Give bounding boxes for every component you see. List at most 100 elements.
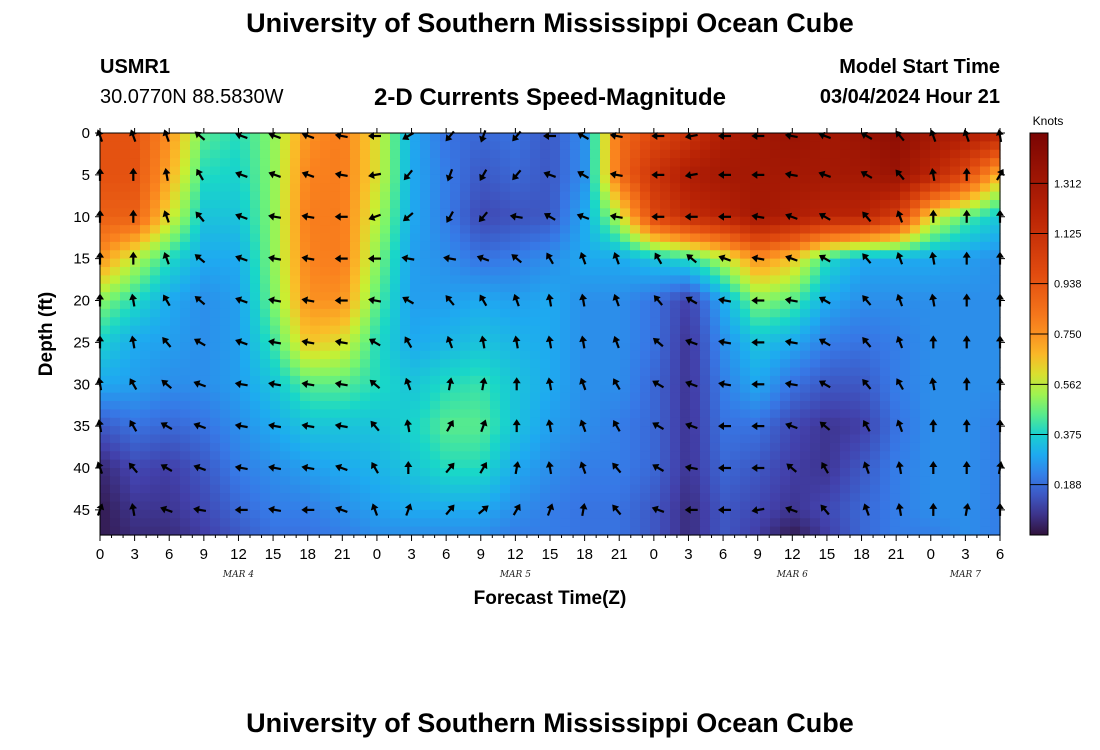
- heatmap-cell: [270, 442, 281, 452]
- heatmap-cell: [970, 334, 981, 343]
- heatmap-cell: [990, 225, 1001, 235]
- current-arrow: [404, 419, 413, 433]
- heatmap-cell: [360, 225, 371, 235]
- heatmap-cell: [380, 233, 391, 243]
- heatmap-cell: [980, 166, 991, 176]
- heatmap-cell: [300, 317, 311, 327]
- heatmap-cell: [440, 233, 451, 243]
- heatmap-cell: [190, 484, 201, 494]
- heatmap-cell: [650, 384, 661, 394]
- heatmap-cell: [450, 141, 461, 151]
- heatmap-cell: [270, 468, 281, 477]
- current-arrow: [895, 461, 904, 475]
- heatmap-cell: [870, 208, 881, 218]
- heatmap-cell: [110, 509, 121, 519]
- heatmap-cell: [640, 300, 651, 310]
- heatmap-cell: [600, 158, 611, 168]
- heatmap-cell: [460, 417, 471, 427]
- heatmap-cell: [760, 384, 771, 394]
- heatmap-cell: [540, 468, 551, 477]
- heatmap-cell: [270, 225, 281, 235]
- heatmap-cell: [870, 149, 881, 159]
- heatmap-cell: [460, 283, 471, 293]
- heatmap-cell: [180, 208, 191, 218]
- heatmap-cell: [960, 384, 971, 394]
- heatmap-cell: [500, 241, 511, 251]
- heatmap-cell: [770, 384, 781, 394]
- heatmap-cell: [780, 141, 791, 151]
- heatmap-cell: [320, 426, 331, 436]
- heatmap-cell: [860, 384, 871, 394]
- heatmap-cell: [600, 401, 611, 410]
- heatmap-cell: [870, 317, 881, 327]
- heatmap-cell: [610, 409, 621, 419]
- heatmap-cell: [660, 225, 671, 235]
- heatmap-cell: [680, 325, 691, 335]
- heatmap-cell: [310, 375, 321, 385]
- heatmap-cell: [220, 325, 231, 335]
- heatmap-cell: [380, 308, 391, 318]
- heatmap-cell: [440, 225, 451, 235]
- heatmap-cell: [530, 174, 541, 184]
- heatmap-cell: [870, 258, 881, 268]
- heatmap-cell: [780, 509, 791, 519]
- heatmap-cell: [920, 183, 931, 193]
- heatmap-cell: [720, 367, 731, 377]
- heatmap-cell: [810, 133, 821, 142]
- heatmap-cell: [520, 342, 531, 352]
- heatmap-cell: [420, 359, 431, 369]
- heatmap-cell: [160, 308, 171, 318]
- heatmap-cell: [620, 426, 631, 436]
- current-arrow: [334, 296, 348, 305]
- x-tick-label: 12: [784, 546, 801, 563]
- heatmap-cell: [490, 174, 501, 184]
- current-arrow: [751, 506, 765, 515]
- heatmap-cell: [410, 174, 421, 184]
- heatmap-cell: [700, 434, 711, 444]
- heatmap-cell: [530, 493, 541, 503]
- heatmap-cell: [490, 166, 501, 176]
- heatmap-cell: [900, 208, 911, 218]
- heatmap-cell: [950, 133, 961, 142]
- heatmap-cell: [150, 468, 161, 477]
- heatmap-cell: [260, 375, 271, 385]
- heatmap-cell: [920, 501, 931, 511]
- heatmap-cell: [910, 468, 921, 477]
- heatmap-cell: [560, 325, 571, 335]
- heatmap-cell: [250, 292, 261, 302]
- heatmap-cell: [860, 174, 871, 184]
- heatmap-cell: [880, 250, 891, 260]
- heatmap-cell: [930, 191, 941, 201]
- heatmap-cell: [480, 350, 491, 360]
- heatmap-cell: [120, 459, 131, 469]
- heatmap-cell: [420, 484, 431, 494]
- heatmap-cell: [530, 166, 541, 176]
- heatmap-cell: [540, 350, 551, 360]
- heatmap-cell: [610, 166, 621, 176]
- heatmap-cell: [570, 417, 581, 427]
- heatmap-cell: [660, 233, 671, 243]
- heatmap-cell: [970, 484, 981, 494]
- heatmap-cell: [990, 493, 1001, 503]
- heatmap-cell: [840, 158, 851, 168]
- heatmap-cell: [850, 317, 861, 327]
- heatmap-cell: [790, 459, 801, 469]
- heatmap-cell: [250, 367, 261, 377]
- heatmap-cell: [700, 258, 711, 268]
- heatmap-cell: [340, 359, 351, 369]
- heatmap-cell: [540, 451, 551, 461]
- heatmap-cell: [830, 292, 841, 302]
- heatmap-cell: [590, 241, 601, 251]
- heatmap-cell: [640, 426, 651, 436]
- current-arrow: [929, 251, 938, 265]
- heatmap-cell: [170, 518, 181, 528]
- heatmap-cell: [960, 191, 971, 201]
- heatmap-cell: [870, 367, 881, 377]
- heatmap-cell: [560, 468, 571, 477]
- heatmap-cell: [710, 133, 721, 142]
- heatmap-cell: [820, 216, 831, 226]
- heatmap-cell: [630, 308, 641, 318]
- heatmap-cell: [330, 518, 341, 528]
- heatmap-cell: [990, 375, 1001, 385]
- heatmap-cell: [900, 350, 911, 360]
